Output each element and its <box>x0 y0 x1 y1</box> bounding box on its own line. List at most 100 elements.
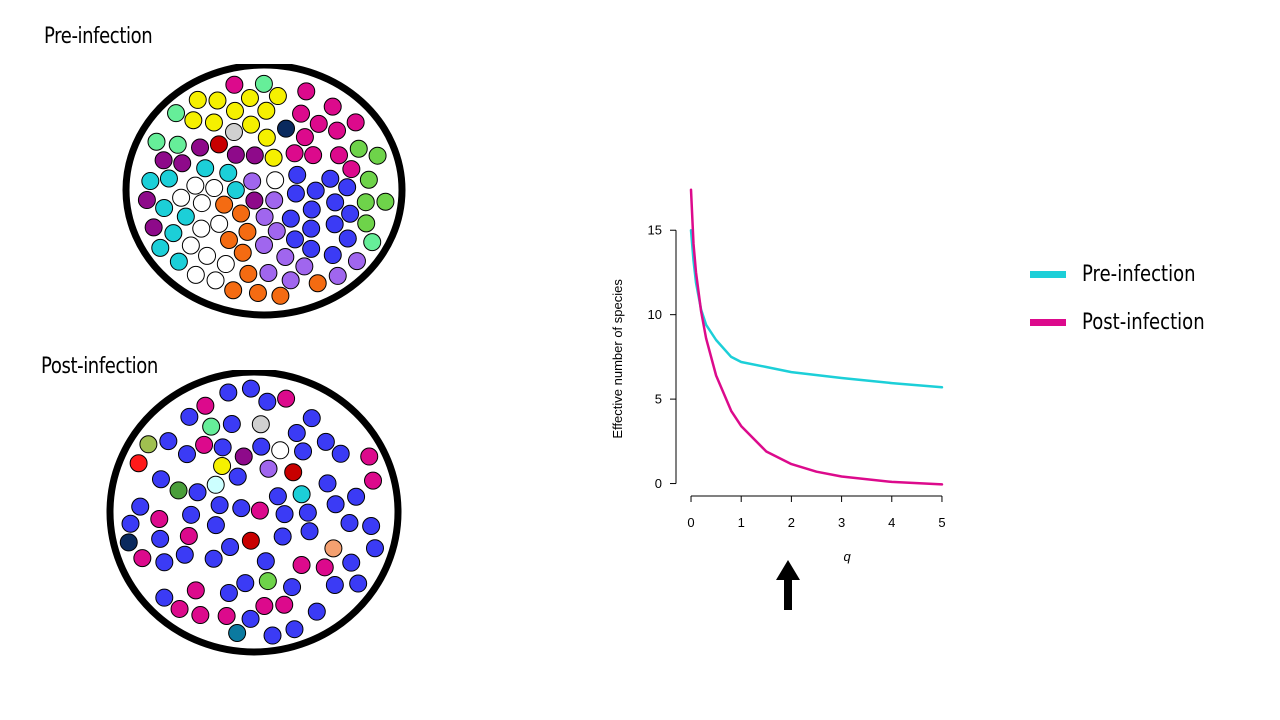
cell-purple <box>234 447 253 466</box>
legend-label-pre: Pre-infection <box>1082 261 1196 287</box>
cell-magenta <box>275 595 294 614</box>
cell-blue <box>188 483 207 502</box>
cell-orange <box>233 243 252 262</box>
cell-yellow <box>208 91 227 110</box>
cell-cyan <box>176 207 195 226</box>
cell-blue <box>288 165 307 184</box>
cell-blue <box>349 574 368 593</box>
cell-orange <box>308 274 327 293</box>
cell-blue <box>182 505 201 524</box>
cell-blue <box>283 578 302 597</box>
cell-magenta <box>315 558 334 577</box>
cell-cyan <box>159 169 178 188</box>
cell-magenta <box>133 549 152 568</box>
cell-blue <box>316 432 335 451</box>
cell-blue <box>323 246 342 265</box>
cell-magenta <box>250 501 269 520</box>
cell-cyan <box>292 485 311 504</box>
series-line-post-infection <box>689 188 944 486</box>
cell-blue <box>338 229 357 248</box>
cell-magenta <box>195 435 214 454</box>
cell-blue <box>268 487 287 506</box>
cell-magenta <box>329 146 348 165</box>
cell-white <box>172 188 191 207</box>
cell-blue <box>236 574 255 593</box>
pre-infection-title: Pre-infection <box>44 24 153 49</box>
cell-mint <box>363 233 382 252</box>
post-community-cells <box>119 379 384 645</box>
cell-blue <box>151 529 170 548</box>
cell-blue <box>285 620 304 639</box>
cell-olive <box>139 435 158 454</box>
cell-purple <box>173 154 192 173</box>
cell-cyan <box>226 181 245 200</box>
cell-blue <box>342 553 361 572</box>
cell-blue <box>210 496 229 515</box>
cell-magenta <box>297 82 316 101</box>
cell-blue <box>302 239 321 258</box>
cell-purple <box>154 151 173 170</box>
cell-blue <box>302 200 321 219</box>
cell-purple <box>245 191 264 210</box>
cell-blue <box>338 178 357 197</box>
cell-blue <box>204 549 223 568</box>
cell-blue <box>286 184 305 203</box>
cell-lavender <box>243 172 262 191</box>
cell-yellow <box>257 101 276 120</box>
cell-yellow <box>184 111 203 130</box>
cell-blue <box>340 514 359 533</box>
cell-blue <box>325 575 344 594</box>
chart-legend: Pre-infection Post-infection <box>1030 250 1232 346</box>
legend-swatch-pre <box>1030 270 1066 278</box>
cell-magenta <box>328 121 347 140</box>
cell-mint <box>254 74 273 93</box>
cell-dark-green <box>169 481 188 500</box>
cell-magenta <box>217 607 236 626</box>
cell-blue <box>232 499 251 518</box>
cell-blue <box>131 497 150 516</box>
cell-cyan <box>151 238 170 257</box>
cell-navy <box>277 119 296 138</box>
post-infection-community <box>106 370 402 656</box>
cell-yellow <box>240 89 259 108</box>
x-tick-label: 4 <box>888 515 895 530</box>
cell-purple <box>191 138 210 157</box>
cell-magenta <box>342 160 361 179</box>
x-axis-label: q <box>843 549 851 564</box>
x-tick-label: 1 <box>738 515 745 530</box>
cell-magenta <box>186 581 205 600</box>
cell-blue <box>326 193 345 212</box>
up-arrow-icon <box>776 560 800 610</box>
cell-orange <box>248 284 267 303</box>
cell-blue <box>325 215 344 234</box>
cell-mint <box>168 135 187 154</box>
cell-blue <box>306 181 325 200</box>
cell-blue <box>287 423 306 442</box>
cell-blue <box>326 495 345 514</box>
cell-magenta <box>295 128 314 147</box>
cell-lavender <box>265 191 284 210</box>
cell-magenta <box>170 599 189 618</box>
cell-lavender <box>295 257 314 276</box>
cell-blue <box>300 522 319 541</box>
cell-grey <box>224 123 243 142</box>
cell-magenta <box>225 75 244 94</box>
cell-blue <box>159 432 178 451</box>
cell-blue <box>302 219 321 238</box>
cell-blue <box>206 516 225 535</box>
cell-blue <box>365 539 384 558</box>
cell-magenta <box>179 527 198 546</box>
cell-lavender <box>267 222 286 241</box>
cell-white <box>192 194 211 213</box>
y-tick-label: 5 <box>655 392 662 407</box>
cell-magenta <box>292 556 311 575</box>
cell-blue <box>121 514 140 533</box>
x-tick-label: 5 <box>938 515 945 530</box>
cell-yellow <box>213 456 232 475</box>
cell-purple <box>144 218 163 237</box>
cell-blue <box>321 169 340 188</box>
cell-white <box>181 236 200 255</box>
cell-red <box>241 531 260 550</box>
cell-blue <box>180 407 199 426</box>
cell-blue <box>228 467 247 486</box>
